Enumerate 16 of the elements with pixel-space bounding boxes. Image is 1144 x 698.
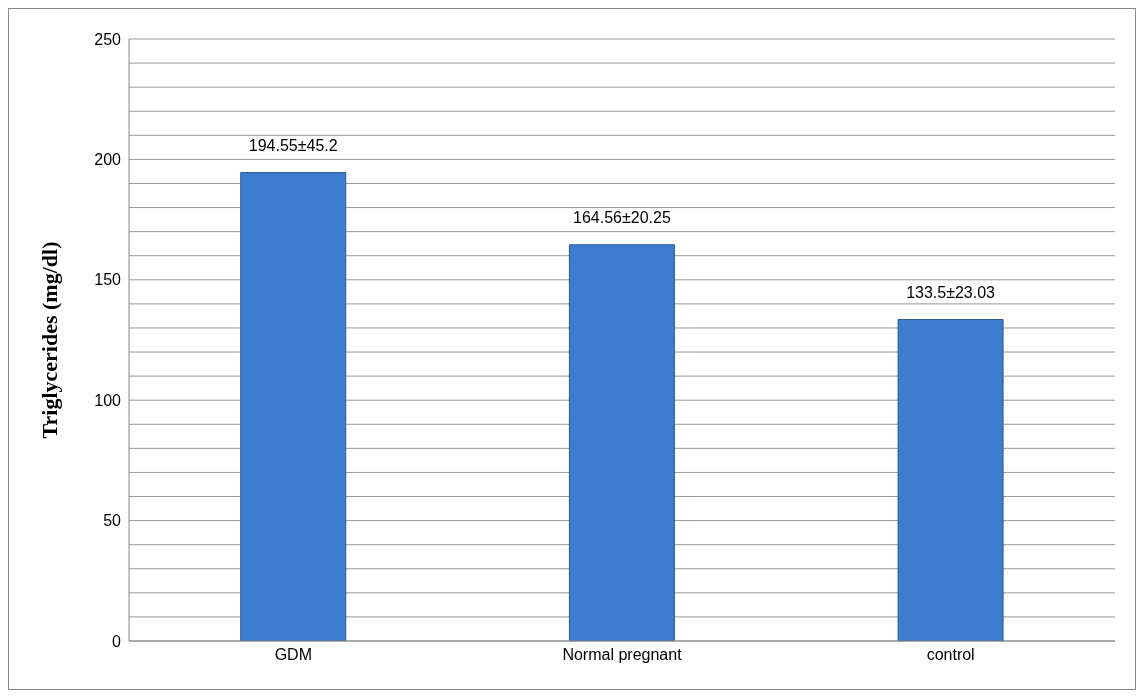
data-label: 133.5±23.03 xyxy=(906,283,996,301)
bar xyxy=(568,244,675,641)
data-label: 164.56±20.25 xyxy=(573,208,671,226)
bar xyxy=(897,319,1004,641)
y-tick-label: 200 xyxy=(94,151,122,169)
x-tick-label: GDM xyxy=(274,646,312,664)
bar xyxy=(240,172,347,641)
y-tick-label: 100 xyxy=(94,391,122,409)
y-tick-label: 50 xyxy=(103,512,122,530)
y-axis-title: Triglycerides (mg/dl) xyxy=(36,241,62,439)
x-tick-label: Normal pregnant xyxy=(562,646,683,664)
y-tick-label: 250 xyxy=(94,30,122,48)
data-label: 194.55±45.2 xyxy=(248,136,338,154)
y-tick-label: 150 xyxy=(94,271,122,289)
y-tick-label: 0 xyxy=(112,632,122,650)
x-tick-label: control xyxy=(926,646,975,664)
